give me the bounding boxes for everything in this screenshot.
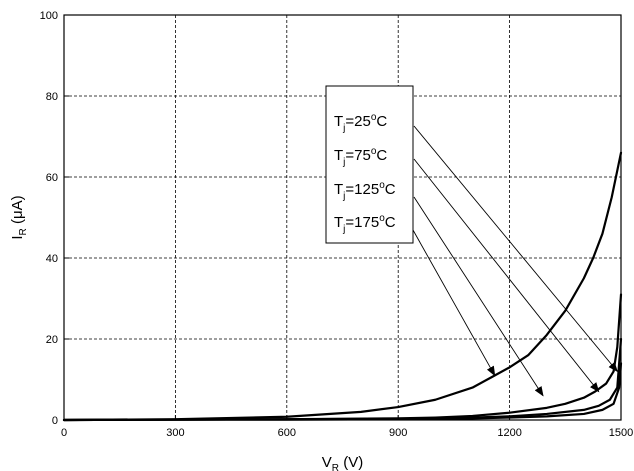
- series-line-2: [62, 293, 623, 422]
- legend-label-2: Tj=75oC: [334, 146, 387, 168]
- annotation-arrow-2: [413, 158, 600, 393]
- x-tick-label-0: 0: [61, 427, 67, 439]
- annotation-arrows: [412, 125, 618, 397]
- x-tick-label-1: 300: [166, 427, 184, 439]
- series-line-4: [62, 362, 623, 422]
- annotation-arrow-1: [413, 125, 618, 373]
- x-tick-label-5: 1500: [609, 427, 633, 439]
- legend-label-4: Tj=175oC: [334, 213, 396, 235]
- legend-box: [325, 85, 414, 244]
- annotation-arrow-3: [413, 196, 544, 397]
- axes: 0 300 600 900 1200 1500 0 20 40 60 80 100 VR (V) IR (…: [9, 10, 633, 471]
- legend: Tj=25oC Tj=75oC Tj=125oC Tj=175oC: [325, 85, 414, 244]
- legend-label-1: Tj=25oC: [334, 112, 387, 134]
- y-axis-label: IR (μA): [9, 195, 29, 239]
- x-axis-label: VR (V): [322, 454, 363, 471]
- legend-label-3: Tj=125oC: [334, 180, 396, 202]
- x-tick-label-3: 900: [389, 427, 407, 439]
- y-tick-label-2: 40: [46, 253, 58, 265]
- y-tick-label-5: 100: [40, 10, 58, 22]
- y-tick-label-4: 80: [46, 91, 58, 103]
- x-tick-label-2: 600: [278, 427, 296, 439]
- y-tick-label-0: 0: [52, 415, 58, 427]
- x-tick-label-4: 1200: [497, 427, 521, 439]
- y-tick-label-1: 20: [46, 334, 58, 346]
- plot-frame: [63, 14, 622, 421]
- series-line-3: [62, 337, 623, 422]
- series-line-1: [62, 151, 623, 422]
- y-tick-label-3: 60: [46, 172, 58, 184]
- annotation-arrow-4: [412, 229, 496, 377]
